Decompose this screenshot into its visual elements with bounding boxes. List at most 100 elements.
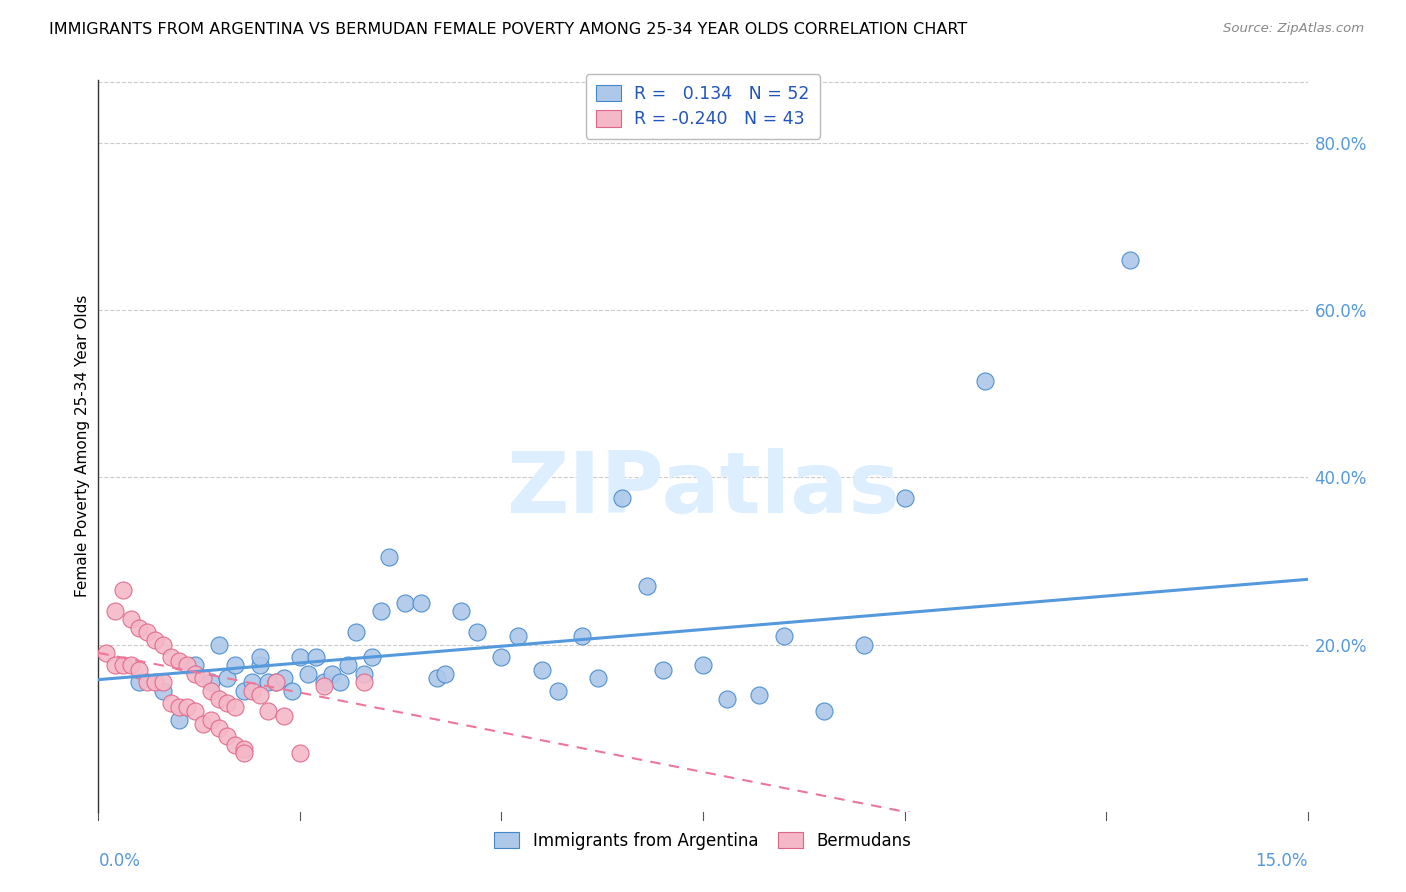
Point xyxy=(329,675,352,690)
Point xyxy=(152,675,174,690)
Point xyxy=(167,713,190,727)
Point xyxy=(893,491,915,506)
Point xyxy=(160,696,183,710)
Point xyxy=(465,625,488,640)
Point xyxy=(264,675,287,690)
Point xyxy=(240,683,263,698)
Y-axis label: Female Poverty Among 25-34 Year Olds: Female Poverty Among 25-34 Year Olds xyxy=(75,295,90,597)
Point xyxy=(167,700,190,714)
Point xyxy=(135,675,157,690)
Point xyxy=(232,746,254,760)
Point xyxy=(103,658,125,673)
Point xyxy=(249,650,271,665)
Point xyxy=(217,730,239,744)
Point xyxy=(200,713,222,727)
Point xyxy=(120,658,142,673)
Point xyxy=(256,675,278,690)
Point xyxy=(184,658,207,673)
Point xyxy=(249,658,271,673)
Point xyxy=(128,621,150,635)
Point xyxy=(208,721,231,735)
Point xyxy=(281,683,304,698)
Point xyxy=(135,625,157,640)
Text: 15.0%: 15.0% xyxy=(1256,852,1308,870)
Point xyxy=(143,675,166,690)
Point xyxy=(748,688,770,702)
Point xyxy=(772,629,794,643)
Text: Source: ZipAtlas.com: Source: ZipAtlas.com xyxy=(1223,22,1364,36)
Point xyxy=(344,625,367,640)
Point xyxy=(152,683,174,698)
Point xyxy=(813,705,835,719)
Legend: Immigrants from Argentina, Bermudans: Immigrants from Argentina, Bermudans xyxy=(486,823,920,858)
Point xyxy=(288,746,311,760)
Point xyxy=(394,596,416,610)
Point xyxy=(256,705,278,719)
Point xyxy=(152,638,174,652)
Point xyxy=(370,604,392,618)
Point xyxy=(547,683,569,698)
Point xyxy=(974,374,997,388)
Point xyxy=(96,646,118,660)
Point xyxy=(491,650,513,665)
Point xyxy=(297,666,319,681)
Point xyxy=(273,708,295,723)
Point xyxy=(853,638,876,652)
Point xyxy=(321,666,343,681)
Point xyxy=(651,663,673,677)
Point xyxy=(636,579,658,593)
Point xyxy=(200,675,222,690)
Point xyxy=(208,638,231,652)
Point xyxy=(184,666,207,681)
Point xyxy=(111,658,134,673)
Point xyxy=(143,633,166,648)
Point xyxy=(273,671,295,685)
Point xyxy=(232,683,254,698)
Point xyxy=(111,583,134,598)
Point xyxy=(353,666,375,681)
Point xyxy=(249,688,271,702)
Point xyxy=(232,742,254,756)
Point xyxy=(224,700,246,714)
Point xyxy=(530,663,553,677)
Point xyxy=(224,658,246,673)
Point xyxy=(120,612,142,626)
Point xyxy=(193,671,215,685)
Point xyxy=(314,679,336,693)
Point xyxy=(176,700,198,714)
Text: ZIPatlas: ZIPatlas xyxy=(506,449,900,532)
Point xyxy=(176,658,198,673)
Point xyxy=(103,604,125,618)
Point xyxy=(167,654,190,668)
Point xyxy=(692,658,714,673)
Point xyxy=(353,675,375,690)
Point xyxy=(128,663,150,677)
Point xyxy=(224,738,246,752)
Point xyxy=(377,549,399,564)
Point xyxy=(716,691,738,706)
Point xyxy=(409,596,432,610)
Point xyxy=(1119,252,1142,267)
Point xyxy=(200,683,222,698)
Point xyxy=(571,629,593,643)
Point xyxy=(361,650,384,665)
Point xyxy=(128,675,150,690)
Point xyxy=(506,629,529,643)
Text: IMMIGRANTS FROM ARGENTINA VS BERMUDAN FEMALE POVERTY AMONG 25-34 YEAR OLDS CORRE: IMMIGRANTS FROM ARGENTINA VS BERMUDAN FE… xyxy=(49,22,967,37)
Point xyxy=(450,604,472,618)
Point xyxy=(193,717,215,731)
Point xyxy=(217,671,239,685)
Point xyxy=(426,671,449,685)
Point xyxy=(337,658,360,673)
Point xyxy=(208,691,231,706)
Point xyxy=(184,705,207,719)
Text: 0.0%: 0.0% xyxy=(98,852,141,870)
Point xyxy=(586,671,609,685)
Point xyxy=(160,650,183,665)
Point xyxy=(314,675,336,690)
Point xyxy=(217,696,239,710)
Point xyxy=(240,675,263,690)
Point xyxy=(288,650,311,665)
Point xyxy=(264,675,287,690)
Point xyxy=(305,650,328,665)
